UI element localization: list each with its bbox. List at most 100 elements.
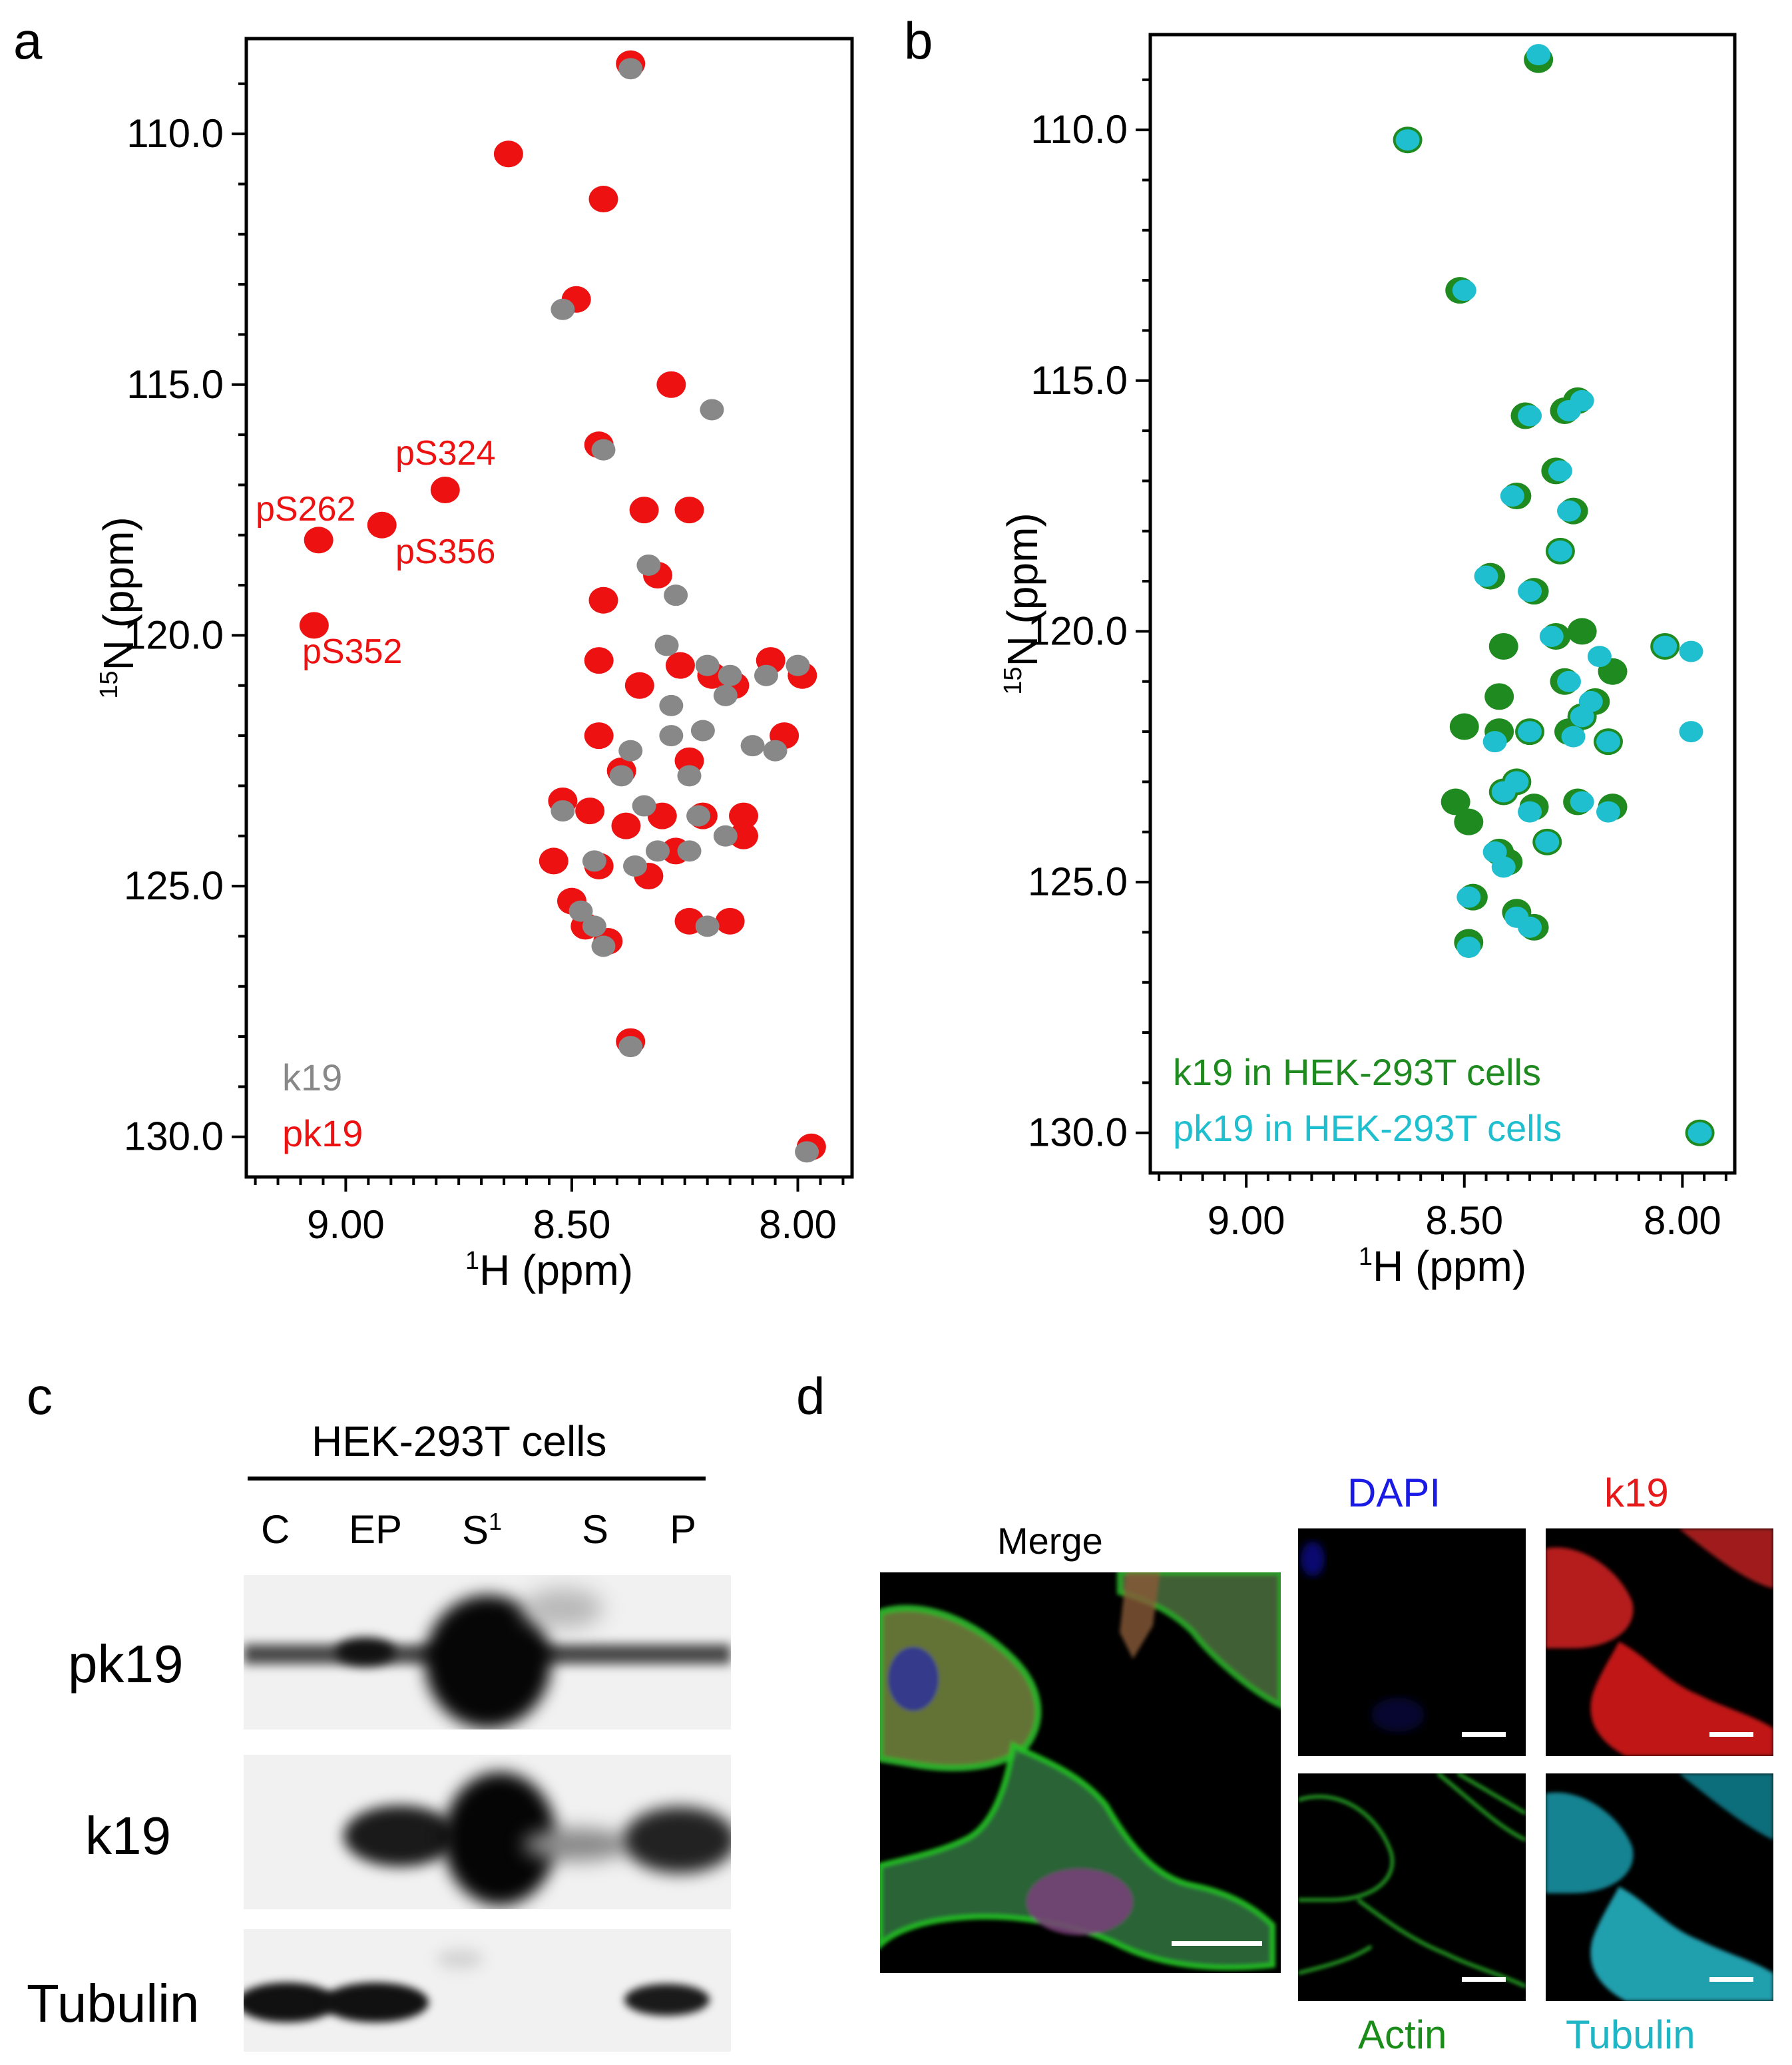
legend-entry: k19: [282, 1056, 342, 1098]
micrograph-merge: [880, 1572, 1281, 1973]
k19-cells-graphic: [1546, 1528, 1773, 1756]
x-tick-label: 9.00: [307, 1202, 385, 1247]
nmr-peak: [609, 765, 634, 787]
nmr-peak: [1587, 646, 1612, 668]
nmr-peak: [582, 850, 606, 872]
lane-label-s1: S1: [462, 1508, 503, 1552]
nmr-peak: [636, 554, 661, 576]
nmr-peak: [1395, 129, 1420, 151]
nmr-peak: [1557, 670, 1582, 692]
nmr-peak: [582, 915, 606, 937]
nmr-peak: [1441, 788, 1470, 815]
nmr-peak: [1500, 485, 1524, 507]
blot-header-line: [248, 1477, 706, 1481]
nmr-peak: [729, 822, 759, 849]
nmr-peak: [304, 527, 334, 554]
y-tick-label: 130.0: [1028, 1110, 1128, 1155]
nmr-peak: [1488, 633, 1518, 660]
y-tick-label: 110.0: [1030, 107, 1128, 152]
x-axis-label: 1H (ppm): [465, 1246, 633, 1294]
peak-layer: [299, 50, 826, 1163]
nmr-peak: [1596, 731, 1620, 753]
nmr-peak: [729, 802, 759, 829]
y-axis-label: 15N (ppm): [95, 517, 142, 698]
nmr-peak: [1535, 831, 1560, 853]
nmr-peak: [629, 497, 659, 524]
nmr-peak: [1449, 713, 1479, 740]
nmr-peak: [715, 907, 745, 935]
nmr-peak: [618, 58, 643, 80]
blot-smudge: [437, 1949, 483, 1969]
nmr-peak: [1491, 856, 1516, 878]
nmr-peak: [623, 855, 648, 877]
micrograph-actin: [1298, 1773, 1526, 2001]
peak-annotation: pS356: [395, 533, 495, 571]
nmr-peak: [754, 664, 778, 686]
nmr-peak: [740, 735, 765, 757]
x-tick-label: 8.00: [759, 1202, 837, 1247]
scale-bar: [1462, 1977, 1506, 1982]
nmr-peak: [713, 825, 738, 847]
nmr-peak: [1491, 781, 1516, 803]
blot-header: HEK-293T cells: [312, 1417, 607, 1465]
plot-frame: [1148, 33, 1737, 1175]
nmr-peak: [1561, 726, 1586, 748]
x-tick-label: 9.00: [1208, 1198, 1285, 1243]
nmr-peak: [695, 654, 720, 676]
nmr-spectrum-a: 110.0 115.0 120.0 125.0 130.0 9.00 8.50 8.00 1H …: [95, 37, 854, 1294]
x-tick-label: 8.00: [1644, 1198, 1721, 1243]
lane-label-s: S: [582, 1507, 609, 1552]
nmr-peak: [588, 586, 618, 614]
panel-b-letter: b: [904, 11, 933, 70]
blot-band: [343, 1805, 457, 1867]
nmr-peak: [1539, 625, 1564, 647]
x-tick-label: 8.50: [1425, 1198, 1503, 1243]
nmr-peak: [1570, 706, 1594, 728]
nmr-peak: [1679, 721, 1703, 743]
nmr-peak: [1518, 721, 1542, 743]
y-tick-label: 115.0: [1030, 358, 1128, 403]
nmr-peak: [584, 722, 614, 750]
nmr-peak: [1456, 937, 1481, 959]
nmr-peak: [1548, 460, 1572, 482]
y-tick-label: 130.0: [124, 1114, 224, 1159]
y-tick-label: 115.0: [126, 362, 224, 407]
nmr-peak: [493, 140, 523, 168]
nmr-peak: [1452, 280, 1476, 302]
nmr-peak: [674, 497, 704, 524]
nmr-peak: [1687, 1122, 1712, 1144]
nmr-peak: [430, 476, 460, 503]
nmr-peak: [695, 915, 720, 937]
nmr-peak: [632, 795, 656, 817]
nmr-peak: [575, 798, 605, 825]
nmr-peak: [654, 634, 679, 656]
merge-cells-graphic: [880, 1572, 1281, 1970]
y-tick-label: 120.0: [1028, 608, 1128, 653]
blot-band: [523, 1828, 630, 1861]
merge-label: Merge: [997, 1520, 1103, 1562]
actin-cells-graphic: [1298, 1773, 1526, 1988]
blot-strip-tubulin: [244, 1929, 731, 2052]
nmr-peak: [686, 805, 711, 827]
nmr-peak: [665, 652, 695, 679]
blot-row-label-k19: k19: [85, 1806, 171, 1865]
nmr-peak: [299, 612, 329, 639]
x-axis-label: 1H (ppm): [1359, 1242, 1526, 1290]
peak-annotation: pS324: [395, 434, 495, 473]
nmr-peak: [1474, 565, 1498, 587]
nmr-peak: [588, 186, 618, 213]
nmr-spectrum-b: 110.0 115.0 120.0 125.0 130.0 9.00 8.50 8.00 1H …: [999, 33, 1737, 1290]
nmr-peak: [1567, 618, 1597, 645]
lane-label-c: C: [261, 1507, 290, 1552]
nmr-peak: [551, 800, 575, 822]
nmr-peak: [664, 584, 688, 606]
dapi-cells-graphic: [1301, 1542, 1506, 1737]
nmr-peak: [713, 684, 738, 706]
scale-bar: [1709, 1977, 1753, 1982]
nmr-peak: [539, 847, 568, 875]
nmr-peak: [611, 812, 641, 839]
nmr-peak: [656, 371, 686, 398]
nmr-peak: [700, 399, 724, 421]
nmr-peak: [1456, 886, 1481, 908]
scale-bar: [1709, 1732, 1753, 1737]
